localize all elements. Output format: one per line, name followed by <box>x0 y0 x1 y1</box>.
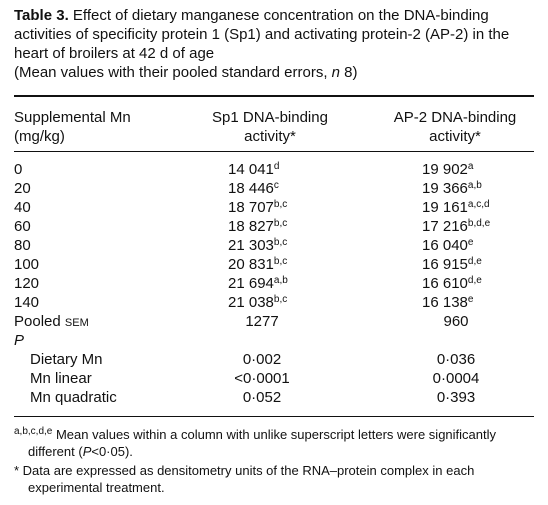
row-label: Dietary Mn <box>30 351 103 368</box>
cell-value: 960 <box>443 313 469 330</box>
cell-superscript: a <box>467 161 474 172</box>
cell-value: 19 161 <box>422 199 468 216</box>
cell: 17 216b,d,e <box>422 217 490 236</box>
cell-superscript: c <box>273 180 279 191</box>
cell: 21 694a,b <box>228 274 288 293</box>
title-text: Effect of dietary manganese concentratio… <box>14 7 510 62</box>
cell: 14 041d <box>228 160 279 179</box>
subtitle-text: 8) <box>340 64 358 81</box>
cell-value: 19 366 <box>422 180 468 197</box>
cell-superscript: b,c <box>273 294 288 305</box>
subtitle-text: (Mean values with their pooled standard … <box>14 64 332 81</box>
cell-value: 18 827 <box>228 218 274 235</box>
footnote-italic: P <box>82 444 92 459</box>
cell-superscript: e <box>467 237 474 248</box>
row-label: 100 <box>14 256 40 273</box>
cell-superscript: b,c <box>273 237 288 248</box>
column-header: activity* <box>429 128 481 145</box>
cell-value: 0·052 <box>242 389 282 406</box>
cell-value: 16 040 <box>422 237 468 254</box>
row-label: P <box>14 332 25 349</box>
cell-superscript: b,c <box>273 256 288 267</box>
cell: 18 707b,c <box>228 198 287 217</box>
column-header: Supplemental Mn <box>14 109 131 126</box>
cell: 19 366a,b <box>422 179 482 198</box>
cell-value: 19 902 <box>422 161 468 178</box>
row-label: Mn linear <box>30 370 92 387</box>
cell: 18 827b,c <box>228 217 287 236</box>
cell-value: 0·036 <box>436 351 476 368</box>
cell-value: 0·002 <box>242 351 282 368</box>
cell-superscript: b,c <box>273 199 288 210</box>
cell-value: 0·393 <box>436 389 476 406</box>
footnote-text: Mean values within a column with unlike … <box>28 427 496 459</box>
cell: 16 040e <box>422 236 473 255</box>
cell-superscript: a,b <box>273 275 288 286</box>
cell-value: 21 694 <box>228 275 274 292</box>
cell-value: 16 610 <box>422 275 468 292</box>
title-label: Table 3. <box>14 7 69 24</box>
cell-value: 16 138 <box>422 294 468 311</box>
cell-superscript: b,d,e <box>467 218 491 229</box>
cell-value: <0·0001 <box>234 370 290 387</box>
cell: 16 610d,e <box>422 274 482 293</box>
top-rule <box>14 95 534 97</box>
cell-superscript: e <box>467 294 474 305</box>
column-header: Sp1 DNA-binding <box>212 109 328 126</box>
cell-value: 17 216 <box>422 218 468 235</box>
cell: 19 161a,c,d <box>422 198 490 217</box>
subtitle: (Mean values with their pooled standard … <box>14 64 358 81</box>
table-title: Table 3. Effect of dietary manganese con… <box>14 6 539 82</box>
bottom-rule <box>14 416 534 417</box>
cell: 20 831b,c <box>228 255 287 274</box>
cell-superscript: d <box>273 161 280 172</box>
row-label: 0 <box>14 161 23 178</box>
cell-superscript: b,c <box>273 218 288 229</box>
cell-value: 18 707 <box>228 199 274 216</box>
cell-value: 18 446 <box>228 180 274 197</box>
row-label: 140 <box>14 294 40 311</box>
footnote: * Data are expressed as densitometry uni… <box>14 463 475 495</box>
cell-value: 16 915 <box>422 256 468 273</box>
footnote-text: <0·05). <box>91 444 133 459</box>
cell-superscript: d,e <box>467 275 482 286</box>
row-label: 120 <box>14 275 40 292</box>
cell-value: 21 303 <box>228 237 274 254</box>
cell: 21 038b,c <box>228 293 287 312</box>
cell: 19 902a <box>422 160 473 179</box>
cell: 16 138e <box>422 293 473 312</box>
row-label: 20 <box>14 180 31 197</box>
cell-superscript: d,e <box>467 256 482 267</box>
column-header: (mg/kg) <box>14 128 65 145</box>
cell-value: 20 831 <box>228 256 274 273</box>
row-label: Pooled SEM <box>14 312 89 333</box>
cell-value: 0·0004 <box>432 370 480 387</box>
row-label: 80 <box>14 237 31 254</box>
row-label: Mn quadratic <box>30 389 117 406</box>
column-header: activity* <box>244 128 296 145</box>
footnote-sup: a,b,c,d,e <box>14 426 53 437</box>
cell-value: 14 041 <box>228 161 274 178</box>
cell: 18 446c <box>228 179 279 198</box>
cell: 16 915d,e <box>422 255 482 274</box>
cell-value: 1277 <box>245 313 279 330</box>
header-rule <box>14 151 534 152</box>
cell-superscript: a,c,d <box>467 199 490 210</box>
cell-value: 21 038 <box>228 294 274 311</box>
subtitle-italic: n <box>331 64 341 81</box>
row-label: 40 <box>14 199 31 216</box>
cell-superscript: a,b <box>467 180 482 191</box>
cell: 21 303b,c <box>228 236 287 255</box>
footnote: a,b,c,d,e Mean values within a column wi… <box>14 426 534 460</box>
row-label-text: Pooled <box>14 313 61 330</box>
row-label-small: SEM <box>64 317 89 329</box>
row-label: 60 <box>14 218 31 235</box>
column-header: AP-2 DNA-binding <box>393 109 517 126</box>
